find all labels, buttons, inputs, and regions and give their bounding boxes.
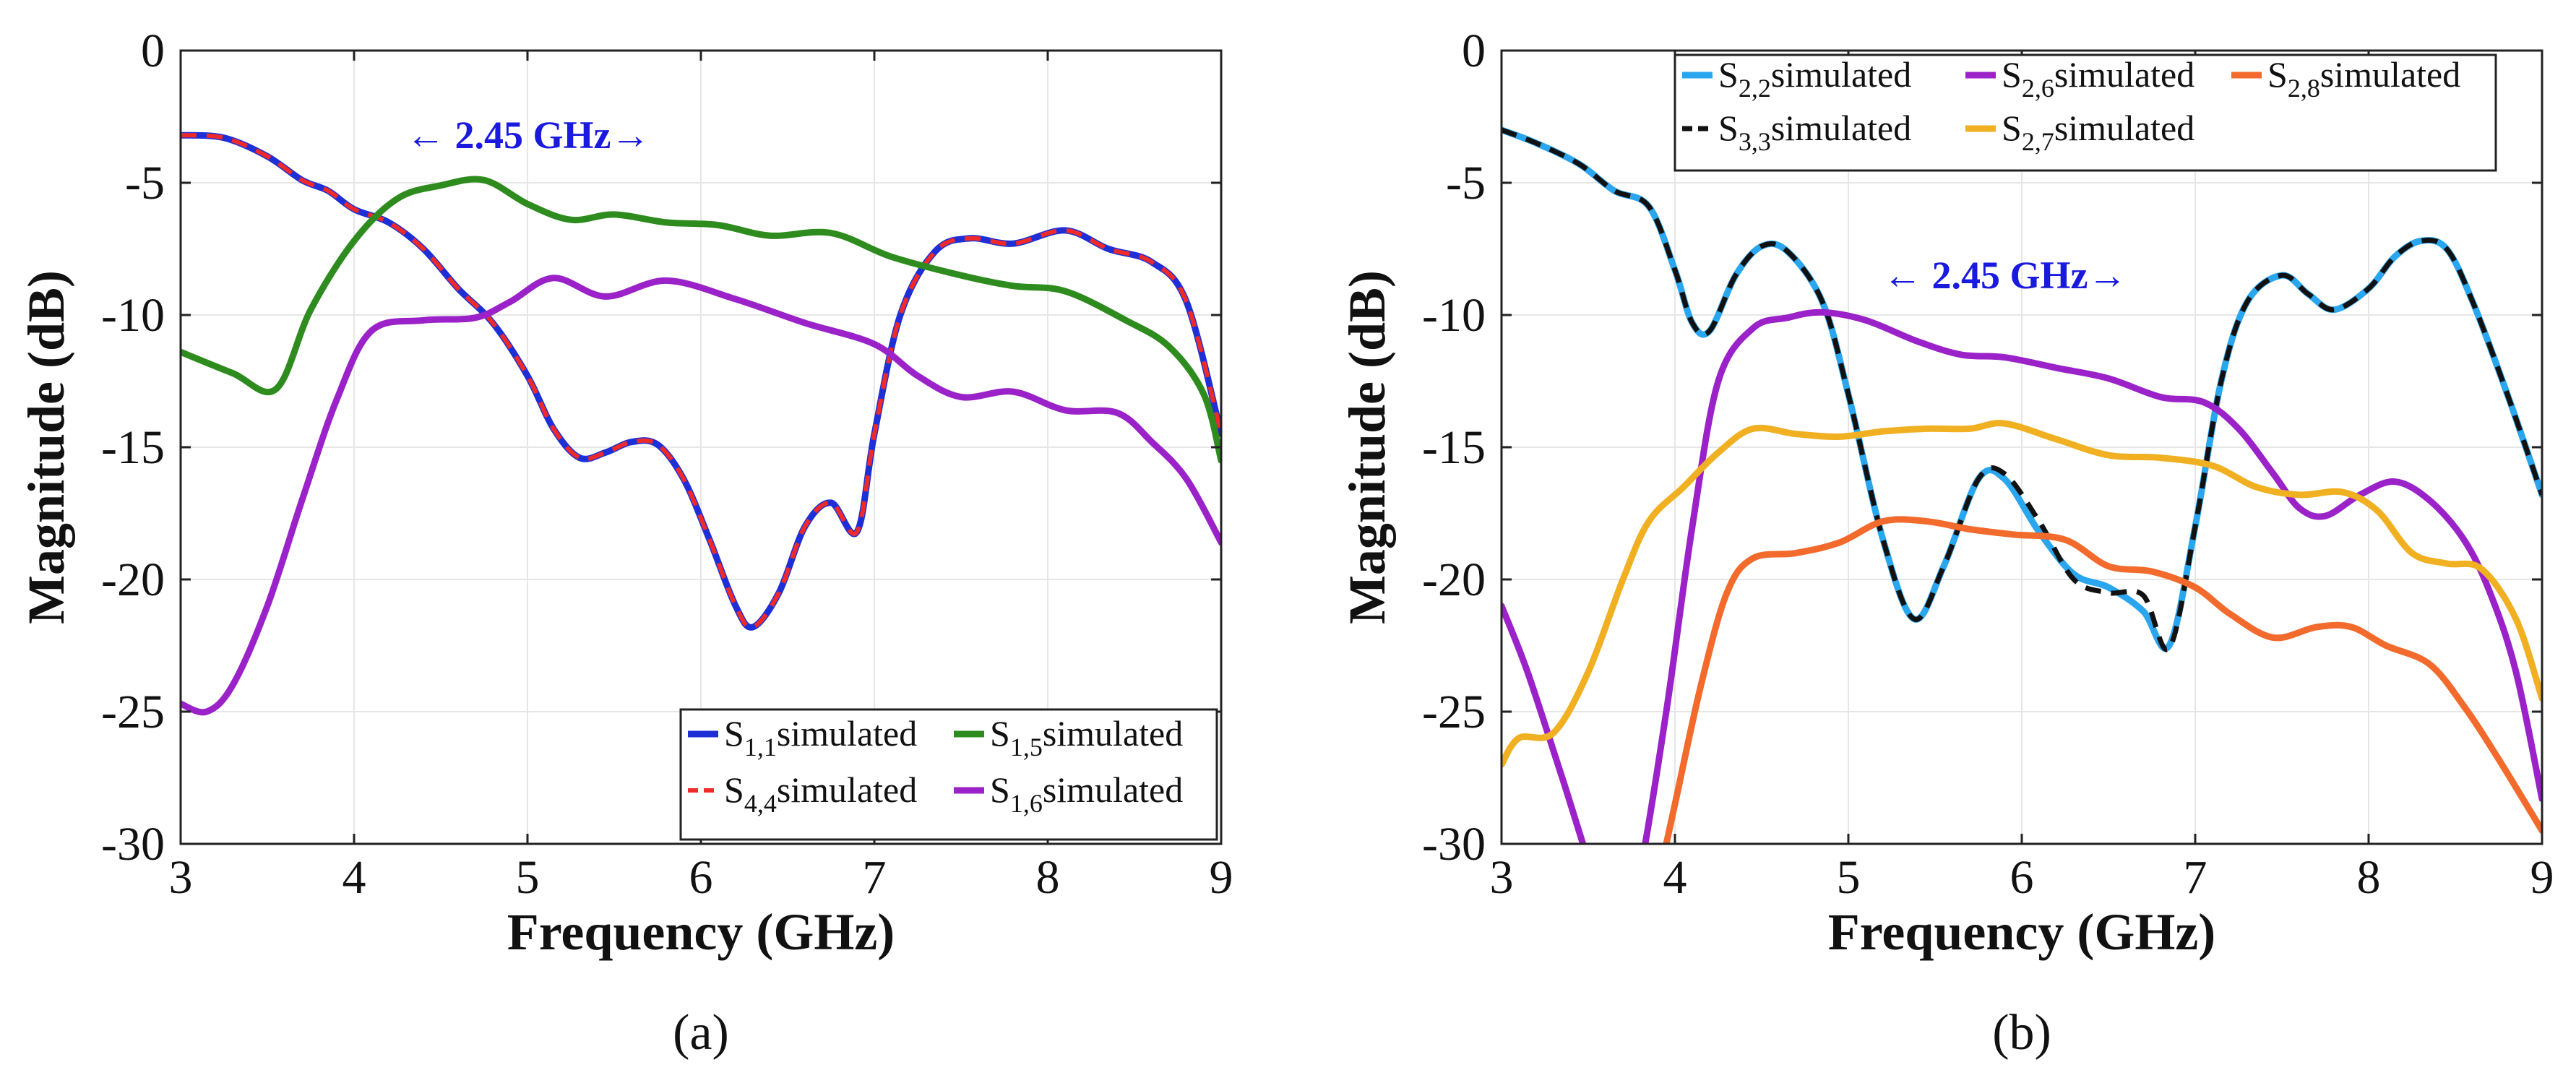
panel-caption: (b) <box>1992 1005 2051 1061</box>
series-line-2-7 <box>1502 420 2542 768</box>
y-tick-label: -15 <box>101 421 165 474</box>
ticks: 3 4 5 6 7 8 9 0 -5 -10 -15 -20 -25 -30 <box>1422 25 2554 904</box>
x-tick-label: 8 <box>1036 851 1060 904</box>
x-tick-label: 6 <box>2010 851 2034 904</box>
y-tick-label: -5 <box>125 157 165 210</box>
x-tick-label: 9 <box>2530 851 2554 904</box>
y-tick-label: 0 <box>1462 25 1486 77</box>
legend-item: S1,1simulated <box>688 713 917 761</box>
x-tick-label: 8 <box>2357 851 2381 904</box>
legend-item: S1,6simulated <box>954 769 1183 818</box>
x-tick-label: 6 <box>689 851 713 904</box>
panel-caption: (a) <box>673 1005 729 1061</box>
x-tick-label: 7 <box>2184 851 2207 904</box>
legend-item: S2,8simulated <box>2231 54 2460 103</box>
series-line-2-8 <box>1663 516 2542 844</box>
y-tick-label: -15 <box>1422 421 1486 474</box>
legend-box <box>1673 53 2497 172</box>
y-tick-label: -10 <box>101 289 165 342</box>
y-tick-label: -10 <box>1422 289 1486 342</box>
series-line-3-3 <box>1502 127 2542 652</box>
legend-label: S2,7simulated <box>2002 108 2194 156</box>
y-axis-label: Magnitude (dB) <box>1338 270 1396 624</box>
series-line-1-6 <box>181 275 1221 716</box>
ticks: 3 4 5 6 7 8 9 0 -5 -10 -15 -20 -25 -30 <box>101 25 1233 904</box>
x-tick-label: 5 <box>1837 851 1861 904</box>
series-group <box>181 131 1221 716</box>
legend: S1,1simulated S4,4simulated S1,5simulated S… <box>679 708 1218 841</box>
x-tick-label: 9 <box>1210 851 1233 904</box>
x-tick-label: 3 <box>1490 851 1514 904</box>
legend-item: S1,5simulated <box>954 713 1183 761</box>
legend-item: S2,2simulated <box>1682 54 1911 103</box>
legend-label: S3,3simulated <box>1718 108 1911 156</box>
series-line-1-5 <box>181 176 1221 464</box>
legend-label: S4,4simulated <box>724 769 917 818</box>
legend-item: S2,6simulated <box>1965 54 2194 103</box>
x-tick-label: 4 <box>343 851 366 904</box>
legend-label: S2,8simulated <box>2267 54 2460 103</box>
x-tick-label: 5 <box>516 851 540 904</box>
chart-b: 3 4 5 6 7 8 9 0 -5 -10 -15 -20 -25 -30 Frequency (GHz)… <box>1338 25 2554 1061</box>
series-line-4-4 <box>181 133 1221 630</box>
legend-label: S2,2simulated <box>1718 54 1911 103</box>
legend-item: S4,4simulated <box>688 769 917 818</box>
legend-item: S2,7simulated <box>1965 108 2194 156</box>
annotation-2-45ghz: ← 2.45 GHz→ <box>406 113 650 157</box>
legend-box <box>679 708 1218 841</box>
legend: S2,2simulated S3,3simulated S2,6simulated S… <box>1673 53 2497 172</box>
legend-item: S3,3simulated <box>1682 108 1911 156</box>
x-tick-label: 7 <box>863 851 887 904</box>
x-tick-label: 4 <box>1663 851 1687 904</box>
y-tick-label: -25 <box>101 686 165 738</box>
y-tick-label: -20 <box>1422 553 1486 606</box>
y-tick-label: -25 <box>1422 686 1486 738</box>
legend-label: S1,6simulated <box>990 769 1183 818</box>
x-axis-label: Frequency (GHz) <box>507 903 895 961</box>
y-axis-label: Magnitude (dB) <box>17 270 75 624</box>
series-group <box>1502 126 2542 844</box>
x-tick-label: 3 <box>169 851 193 904</box>
y-tick-label: 0 <box>141 25 165 77</box>
chart-a: 3 4 5 6 7 8 9 0 -5 -10 -15 -20 -25 -30 Frequency (GHz)… <box>17 25 1233 1061</box>
series-line-2-6 <box>1502 309 2542 844</box>
annotation-2-45ghz: ← 2.45 GHz→ <box>1883 254 2127 297</box>
legend-label: S2,6simulated <box>2002 54 2194 103</box>
y-tick-label: -30 <box>1422 818 1486 871</box>
legend-label: S1,1simulated <box>724 713 917 761</box>
legend-label: S1,5simulated <box>990 713 1183 761</box>
y-tick-label: -5 <box>1446 157 1486 210</box>
y-tick-label: -20 <box>101 553 165 606</box>
y-tick-label: -30 <box>101 818 165 871</box>
x-axis-label: Frequency (GHz) <box>1828 903 2216 961</box>
